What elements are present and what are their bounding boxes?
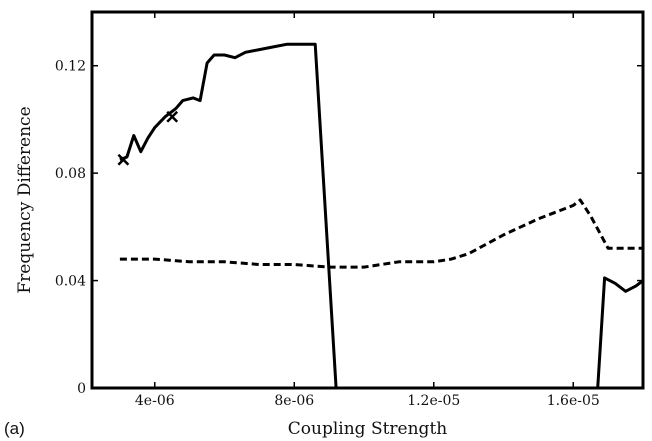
marker-layer <box>117 110 179 166</box>
solid-series-line-1 <box>596 276 643 388</box>
x-tick-label: 8e-06 <box>274 393 314 409</box>
x-axis-title: Coupling Strength <box>288 419 448 439</box>
solid-series-line-0 <box>119 42 338 388</box>
x-marker <box>117 153 130 166</box>
y-tick-label: 0.12 <box>55 59 86 75</box>
panel-label: (a) <box>4 419 25 438</box>
plot-area: 4e-06 8e-06 1.2e-05 1.6e-05 0 0.04 0.08 0.12 <box>55 10 645 409</box>
x-axis-ticks: 4e-06 8e-06 1.2e-05 1.6e-05 <box>135 12 600 409</box>
y-axis-ticks: 0 0.04 0.08 0.12 <box>55 59 643 397</box>
y-tick-label: 0.08 <box>55 166 86 182</box>
y-tick-label: 0.04 <box>55 274 86 290</box>
x-tick-label: 1.6e-05 <box>547 393 600 409</box>
x-tick-label: 4e-06 <box>135 393 175 409</box>
plot-frame <box>90 10 645 390</box>
dashed-series-line-2 <box>119 198 643 269</box>
series-layer <box>119 42 643 388</box>
y-axis-title: Frequency Difference <box>15 106 35 293</box>
y-tick-label: 0 <box>77 381 86 397</box>
x-marker <box>166 110 179 123</box>
x-tick-label: 1.2e-05 <box>407 393 460 409</box>
